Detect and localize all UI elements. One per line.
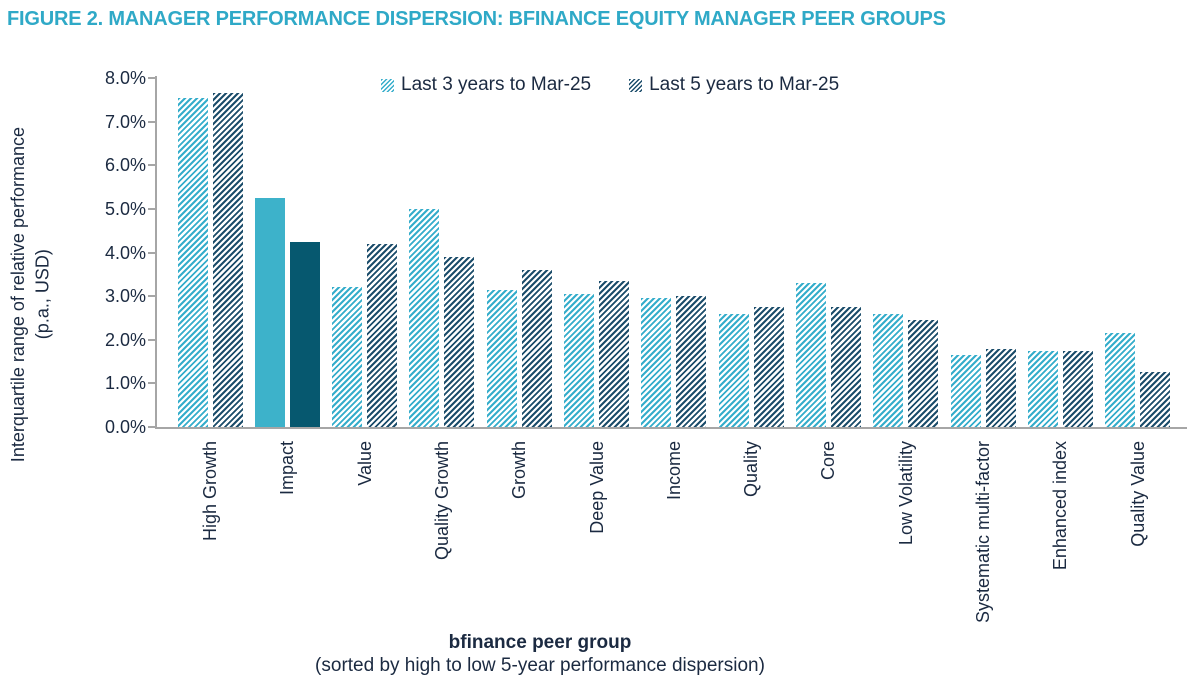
legend-item-2: Last 5 years to Mar-25 bbox=[629, 74, 839, 96]
bar-quality-value-series1 bbox=[1105, 333, 1136, 427]
bar-quality-series1 bbox=[718, 314, 749, 427]
x-label-systematic-multi-factor: Systematic multi-factor bbox=[973, 441, 993, 624]
figure-title: FIGURE 2. MANAGER PERFORMANCE DISPERSION… bbox=[7, 8, 946, 30]
x-label-quality: Quality bbox=[741, 441, 762, 498]
bar-deep-value-series1 bbox=[564, 294, 594, 427]
x-label-core: Core bbox=[818, 441, 839, 481]
legend-swatch-icon bbox=[381, 78, 394, 92]
y-tick-label: 5.0% bbox=[104, 199, 146, 219]
bar-growth-series2 bbox=[521, 270, 552, 427]
bar-low-volatility-series1 bbox=[873, 314, 904, 427]
x-label-high-growth: High Growth bbox=[200, 441, 220, 542]
y-tick-label: 3.0% bbox=[104, 286, 146, 307]
y-tick-mark bbox=[148, 120, 155, 123]
x-label-quality-value: Quality Value bbox=[1127, 441, 1148, 547]
bar-income-series1 bbox=[641, 298, 672, 427]
x-axis-line bbox=[155, 427, 1187, 429]
y-axis-title-line2: (p.a., USD) bbox=[32, 249, 52, 341]
bar-income-series2 bbox=[676, 296, 707, 427]
legend-item-1: Last 3 years to Mar-25 bbox=[381, 74, 591, 96]
x-label-value: Value bbox=[354, 441, 375, 486]
bar-quality-series2 bbox=[753, 307, 784, 427]
bar-enhanced-index-series1 bbox=[1027, 351, 1058, 427]
y-tick-label: 8.0% bbox=[104, 68, 146, 89]
bar-quality-growth-series2 bbox=[444, 257, 475, 427]
y-tick-label: 2.0% bbox=[104, 329, 146, 350]
x-axis-title-bold: bfinance peer group bbox=[448, 632, 632, 653]
bar-core-series1 bbox=[795, 283, 826, 427]
x-label-deep-value: Deep Value bbox=[586, 441, 607, 534]
y-axis-title-line1: Interquartile range of relative performa… bbox=[7, 127, 28, 463]
x-label-enhanced-index: Enhanced index bbox=[1050, 441, 1071, 571]
bar-enhanced-index-series2 bbox=[1062, 351, 1093, 427]
bar-systematic-multi-factor-series2 bbox=[985, 349, 1016, 427]
x-label-income: Income bbox=[663, 441, 684, 501]
y-tick-mark bbox=[148, 251, 155, 254]
chart-legend: Last 3 years to Mar-25 Last 5 years to Ma… bbox=[381, 74, 839, 96]
y-axis-line bbox=[155, 76, 157, 429]
bar-value-series2 bbox=[367, 244, 398, 427]
y-tick-mark bbox=[148, 295, 155, 298]
x-label-impact: Impact bbox=[277, 441, 298, 496]
y-tick-mark bbox=[148, 382, 155, 385]
bar-quality-value-series2 bbox=[1140, 372, 1171, 427]
x-label-low-volatility: Low Volatility bbox=[895, 441, 916, 546]
x-axis-title: bfinance peer group (sorted by high to l… bbox=[140, 631, 940, 677]
y-tick-label: 6.0% bbox=[104, 155, 146, 176]
legend-label: Last 5 years to Mar-25 bbox=[649, 74, 840, 95]
x-label-growth: Growth bbox=[509, 441, 530, 500]
bar-systematic-multi-factor-series1 bbox=[950, 355, 981, 427]
y-axis-title: Interquartile range of relative performa… bbox=[4, 60, 56, 530]
y-tick-mark bbox=[148, 338, 155, 341]
y-tick-mark bbox=[148, 208, 155, 210]
y-tick-mark bbox=[148, 77, 155, 80]
bar-quality-growth-series1 bbox=[409, 209, 440, 427]
y-tick-label: 7.0% bbox=[104, 111, 146, 132]
bar-high-growth-series1 bbox=[177, 98, 208, 427]
bar-high-growth-series2 bbox=[212, 93, 243, 427]
x-axis-title-sub: (sorted by high to low 5-year performanc… bbox=[315, 655, 765, 676]
bar-growth-series1 bbox=[486, 290, 517, 427]
y-tick-label: 4.0% bbox=[104, 242, 146, 263]
y-tick-label: 1.0% bbox=[104, 373, 146, 394]
bar-low-volatility-series2 bbox=[908, 320, 939, 427]
y-tick-mark bbox=[148, 164, 155, 167]
bar-value-series1 bbox=[332, 287, 363, 427]
y-tick-mark bbox=[148, 426, 155, 428]
bar-impact-series2 bbox=[289, 242, 320, 427]
legend-swatch-icon bbox=[629, 78, 643, 92]
x-label-quality-growth: Quality Growth bbox=[431, 441, 452, 561]
bar-deep-value-series2 bbox=[599, 281, 629, 427]
y-tick-label: 0.0% bbox=[104, 417, 146, 437]
bar-core-series2 bbox=[830, 307, 861, 427]
legend-label: Last 3 years to Mar-25 bbox=[401, 74, 592, 95]
bar-impact-series1 bbox=[254, 198, 285, 427]
